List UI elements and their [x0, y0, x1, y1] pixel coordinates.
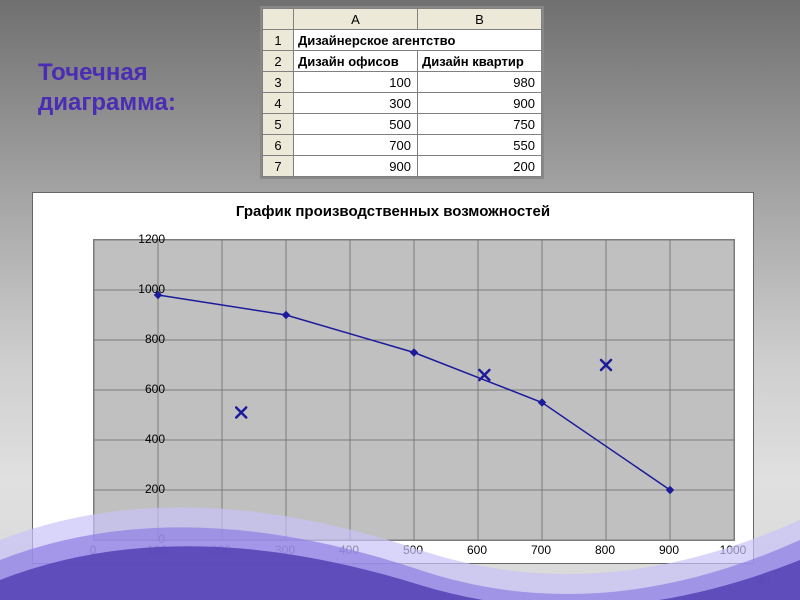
- col-header-b: B: [418, 9, 542, 30]
- title-line-2: диаграмма:: [38, 89, 176, 116]
- page-number: 40: [757, 574, 770, 588]
- table-cell: 300: [294, 93, 418, 114]
- row-header: 3: [263, 72, 294, 93]
- x-tick-label: 200: [211, 543, 231, 557]
- merged-title-cell: Дизайнерское агентство: [294, 30, 542, 51]
- y-tick-label: 400: [105, 432, 165, 446]
- y-tick-label: 200: [105, 482, 165, 496]
- y-tick-label: 800: [105, 332, 165, 346]
- x-tick-label: 500: [403, 543, 423, 557]
- x-tick-label: 300: [275, 543, 295, 557]
- y-tick-label: 1000: [105, 282, 165, 296]
- row-header: 5: [263, 114, 294, 135]
- chart-svg: [94, 240, 734, 540]
- table-corner: [263, 9, 294, 30]
- table-cell: 200: [418, 156, 542, 177]
- x-tick-label: 0: [90, 543, 97, 557]
- title-line-1: Точечная: [38, 59, 148, 86]
- plot-area: [93, 239, 735, 541]
- table-cell: 550: [418, 135, 542, 156]
- row-header: 7: [263, 156, 294, 177]
- x-tick-label: 700: [531, 543, 551, 557]
- subheader-b: Дизайн квартир: [418, 51, 542, 72]
- table-cell: 500: [294, 114, 418, 135]
- subheader-a: Дизайн офисов: [294, 51, 418, 72]
- table-cell: 700: [294, 135, 418, 156]
- x-tick-label: 100: [147, 543, 167, 557]
- chart-container: График производственных возможностей 0 20…: [32, 192, 754, 564]
- x-tick-label: 900: [659, 543, 679, 557]
- data-table: A B 1 Дизайнерское агентство 2 Дизайн оф…: [260, 6, 544, 179]
- table-cell: 100: [294, 72, 418, 93]
- table-cell: 900: [294, 156, 418, 177]
- x-tick-label: 800: [595, 543, 615, 557]
- row-header: 4: [263, 93, 294, 114]
- table-cell: 750: [418, 114, 542, 135]
- row-header: 6: [263, 135, 294, 156]
- y-tick-label: 1200: [105, 232, 165, 246]
- row-header: 1: [263, 30, 294, 51]
- table-cell: 900: [418, 93, 542, 114]
- x-tick-label: 600: [467, 543, 487, 557]
- chart-title: График производственных возможностей: [33, 203, 753, 220]
- y-tick-label: 600: [105, 382, 165, 396]
- col-header-a: A: [294, 9, 418, 30]
- x-tick-label: 400: [339, 543, 359, 557]
- x-tick-label: 1000: [720, 543, 747, 557]
- slide-title: Точечная диаграмма:: [38, 58, 176, 118]
- row-header: 2: [263, 51, 294, 72]
- table-cell: 980: [418, 72, 542, 93]
